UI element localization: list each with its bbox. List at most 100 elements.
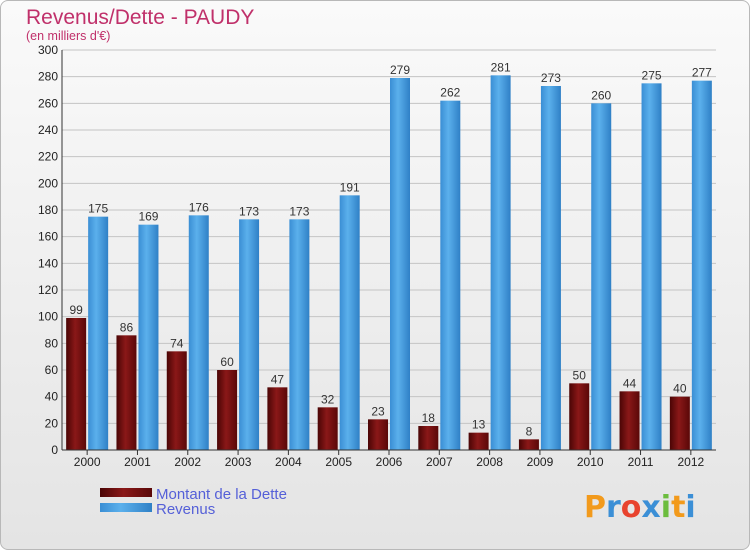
y-tick-label: 0 (51, 443, 58, 457)
bar-revenue (339, 195, 360, 450)
legend-swatch-revenue (100, 503, 152, 512)
value-label-debt: 18 (422, 411, 436, 425)
y-tick-label: 260 (38, 96, 58, 110)
bar-revenue (188, 215, 209, 450)
y-tick-label: 180 (38, 203, 58, 217)
value-label-revenue: 191 (340, 180, 360, 194)
chart-title: Revenus/Dette - PAUDY (26, 6, 254, 29)
bar-revenue (540, 86, 561, 450)
logo-letter: i (685, 490, 695, 525)
value-label-revenue: 175 (88, 202, 108, 216)
x-tick-label: 2006 (376, 455, 403, 469)
logo-text: Proxiti (584, 490, 696, 525)
x-tick-label: 2000 (74, 455, 101, 469)
bar-revenue (490, 75, 511, 450)
y-tick-label: 280 (38, 70, 58, 84)
bars: 99 175 86 169 74 176 60 173 47 173 32 191 23 279 18 262… (66, 60, 712, 451)
y-tick-label: 120 (38, 283, 58, 297)
y-tick-label: 240 (38, 123, 58, 137)
value-label-debt: 32 (321, 392, 335, 406)
bar-revenue (390, 78, 410, 450)
proxiti-logo: Proxiti (584, 490, 696, 525)
x-tick-label: 2002 (174, 455, 201, 469)
value-label-debt: 13 (472, 418, 486, 432)
y-tick-label: 220 (38, 150, 58, 164)
value-label-revenue: 169 (138, 210, 158, 224)
bar-debt (669, 396, 690, 450)
x-tick-label: 2012 (677, 455, 704, 469)
value-label-debt: 8 (526, 424, 533, 438)
legend: Montant de la Dette Revenus (100, 486, 287, 518)
value-label-debt: 47 (271, 372, 285, 386)
y-tick-label: 20 (45, 416, 59, 430)
value-label-debt: 44 (623, 376, 637, 390)
logo-letter: t (671, 490, 685, 525)
logo-letter: x (641, 490, 660, 525)
value-label-debt: 99 (69, 303, 83, 317)
y-tick-label: 140 (38, 256, 58, 270)
value-label-revenue: 273 (541, 71, 561, 85)
x-tick-label: 2005 (325, 455, 352, 469)
y-tick-label: 300 (38, 43, 58, 57)
x-tick-label: 2007 (426, 455, 453, 469)
value-label-debt: 50 (573, 368, 587, 382)
value-label-revenue: 173 (289, 204, 309, 218)
y-axis: 0 20 40 60 80 100 120 140 160 180 200 220 240 260 280 3… (38, 43, 63, 457)
bar-debt (116, 335, 137, 450)
legend-label-debt: Montant de la Dette (156, 486, 287, 503)
x-tick-label: 2008 (476, 455, 503, 469)
bar-debt (368, 419, 388, 450)
logo-letter: P (584, 490, 606, 525)
bar-debt (468, 432, 489, 450)
bar-debt (569, 383, 590, 450)
value-label-debt: 60 (220, 355, 234, 369)
x-tick-label: 2004 (275, 455, 302, 469)
bar-revenue (440, 100, 461, 451)
bar-revenue (88, 216, 109, 450)
bar-debt (217, 370, 238, 450)
bar-revenue (691, 80, 712, 451)
y-tick-label: 100 (38, 310, 58, 324)
value-label-revenue: 176 (189, 200, 209, 214)
y-tick-label: 160 (38, 230, 58, 244)
bar-revenue (591, 103, 612, 450)
grid-lines (62, 49, 716, 451)
bar-revenue (289, 219, 310, 450)
value-label-revenue: 279 (390, 63, 410, 77)
bar-revenue (641, 83, 662, 450)
bar-debt (518, 439, 539, 450)
value-label-revenue: 281 (491, 60, 511, 74)
x-axis: 2000 2001 2002 2003 2004 2005 2006 2007 2008 2009… (62, 449, 716, 469)
y-tick-label: 40 (45, 390, 59, 404)
logo-letter: o (621, 490, 642, 525)
y-tick-label: 80 (45, 336, 59, 350)
logo-letter: r (606, 490, 621, 525)
value-label-debt: 86 (120, 320, 134, 334)
bar-debt (66, 318, 87, 450)
bar-debt (267, 387, 288, 450)
legend-label-revenue: Revenus (156, 501, 215, 518)
bar-debt (166, 351, 187, 450)
legend-swatch-debt (100, 488, 152, 497)
chart-subtitle: (en milliers d'€) (26, 29, 110, 43)
value-label-debt: 74 (170, 336, 184, 350)
value-label-revenue: 277 (692, 66, 712, 80)
bar-debt (619, 391, 640, 450)
bar-revenue (138, 224, 159, 450)
bar-debt (317, 407, 338, 450)
bar-debt (418, 426, 439, 450)
x-tick-label: 2010 (577, 455, 604, 469)
value-label-debt: 40 (673, 382, 687, 396)
value-label-revenue: 275 (642, 68, 662, 82)
value-label-revenue: 262 (440, 86, 460, 100)
value-label-debt: 23 (371, 404, 385, 418)
x-tick-label: 2011 (628, 455, 654, 469)
y-tick-label: 200 (38, 176, 58, 190)
value-label-revenue: 260 (591, 88, 611, 102)
value-label-revenue: 173 (239, 204, 259, 218)
y-tick-label: 60 (45, 363, 59, 377)
x-tick-label: 2001 (124, 455, 151, 469)
x-tick-label: 2003 (225, 455, 252, 469)
